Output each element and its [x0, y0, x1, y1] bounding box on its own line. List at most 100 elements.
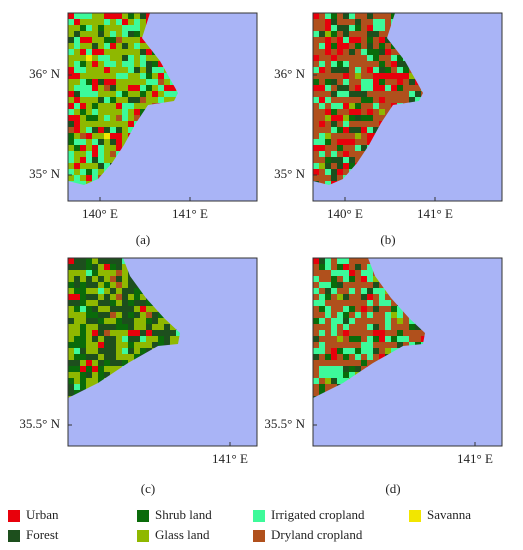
land-cell — [349, 324, 355, 330]
land-cell — [349, 109, 355, 115]
land-cell — [68, 127, 74, 133]
land-cell — [140, 79, 146, 85]
land-cell — [74, 342, 80, 348]
land-cell — [361, 330, 367, 336]
land-cell — [80, 348, 86, 354]
land-cell — [122, 109, 128, 115]
land-cell — [403, 336, 409, 342]
land-cell — [122, 300, 128, 306]
land-cell — [355, 79, 361, 85]
land-cell — [128, 49, 134, 55]
land-cell — [104, 318, 110, 324]
land-cell — [98, 139, 104, 145]
land-cell — [122, 312, 128, 318]
land-cell — [361, 121, 367, 127]
land-cell — [128, 288, 134, 294]
land-cell — [355, 91, 361, 97]
land-cell — [92, 55, 98, 61]
land-cell — [116, 31, 122, 37]
land-cell — [343, 151, 349, 157]
land-cell — [92, 157, 98, 163]
land-cell — [110, 324, 116, 330]
land-cell — [313, 348, 319, 354]
land-cell — [110, 91, 116, 97]
land-cell — [122, 330, 128, 336]
land-cell — [104, 288, 110, 294]
land-cell — [337, 348, 343, 354]
land-cell — [92, 378, 98, 384]
land-cell — [403, 73, 409, 79]
land-cell — [373, 115, 379, 121]
land-cell — [116, 360, 122, 366]
land-cell — [313, 91, 319, 97]
land-cell — [331, 312, 337, 318]
land-cell — [146, 61, 152, 67]
land-cell — [313, 151, 319, 157]
land-cell — [116, 37, 122, 43]
land-cell — [92, 67, 98, 73]
land-cell — [367, 43, 373, 49]
land-cell — [152, 336, 158, 342]
land-cell — [152, 61, 158, 67]
land-cell — [80, 73, 86, 79]
land-cell — [86, 175, 92, 181]
land-cell — [110, 43, 116, 49]
land-cell — [379, 306, 385, 312]
land-cell — [361, 37, 367, 43]
land-cell — [86, 336, 92, 342]
land-cell — [325, 97, 331, 103]
land-cell — [80, 264, 86, 270]
land-cell — [337, 360, 343, 366]
land-cell — [98, 324, 104, 330]
land-cell — [74, 270, 80, 276]
land-cell — [86, 157, 92, 163]
land-cell — [86, 127, 92, 133]
land-cell — [140, 330, 146, 336]
land-cell — [98, 133, 104, 139]
land-cell — [116, 55, 122, 61]
land-cell — [343, 61, 349, 67]
land-cell — [98, 312, 104, 318]
land-cell — [98, 294, 104, 300]
land-cell — [158, 336, 164, 342]
land-cell — [355, 360, 361, 366]
land-cell — [122, 19, 128, 25]
land-cell — [355, 97, 361, 103]
land-cell — [104, 31, 110, 37]
land-cell — [373, 342, 379, 348]
land-cell — [104, 348, 110, 354]
land-cell — [152, 330, 158, 336]
land-cell — [134, 115, 140, 121]
land-cell — [104, 157, 110, 163]
land-cell — [325, 306, 331, 312]
land-cell — [92, 169, 98, 175]
land-cell — [86, 115, 92, 121]
land-cell — [134, 49, 140, 55]
land-cell — [361, 19, 367, 25]
land-cell — [325, 360, 331, 366]
land-cell — [122, 67, 128, 73]
land-cell — [92, 294, 98, 300]
land-cell — [337, 133, 343, 139]
land-cell — [385, 306, 391, 312]
map-panel: 35.5° N 141° E (d) — [264, 257, 503, 496]
land-cell — [337, 43, 343, 49]
land-cell — [373, 97, 379, 103]
land-cell — [343, 294, 349, 300]
land-cell — [379, 55, 385, 61]
land-cell — [337, 366, 343, 372]
land-cell — [367, 336, 373, 342]
land-cell — [319, 25, 325, 31]
land-cell — [92, 115, 98, 121]
land-cell — [343, 258, 349, 264]
land-cell — [92, 258, 98, 264]
land-cell — [319, 19, 325, 25]
land-cell — [319, 85, 325, 91]
land-cell — [373, 103, 379, 109]
land-cell — [313, 49, 319, 55]
land-cell — [80, 318, 86, 324]
land-cell — [373, 91, 379, 97]
land-cell — [403, 67, 409, 73]
land-cell — [325, 181, 331, 185]
land-cell — [343, 378, 349, 384]
